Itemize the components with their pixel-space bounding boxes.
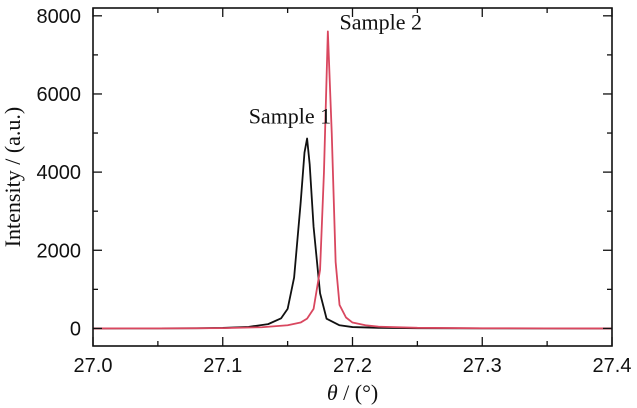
y-tick-label: 2000 — [37, 240, 82, 262]
x-tick-label: 27.0 — [74, 355, 113, 377]
series-line-sample-1 — [93, 137, 612, 330]
annotation-sample-2: Sample 2 — [340, 9, 423, 34]
x-axis-title: θ / (°) — [327, 380, 378, 405]
labels-layer: 27.0 27.1 27.2 27.3 27.4 0 2000 4000 6000 8000 θ /… — [0, 6, 631, 405]
series-line-sample-2 — [93, 30, 612, 330]
series-layer — [93, 30, 612, 330]
x-axis-title-symbol: θ — [327, 380, 338, 405]
y-tick-label: 8000 — [37, 6, 82, 28]
y-tick-label: 6000 — [37, 84, 82, 106]
y-tick-label: 4000 — [37, 162, 82, 184]
x-axis-title-unit: / (°) — [338, 380, 379, 405]
x-tick-label: 27.4 — [593, 355, 632, 377]
y-axis-title: Intensity / (a.u.) — [0, 107, 25, 248]
x-tick-label: 27.2 — [333, 355, 372, 377]
plot-frame — [92, 7, 613, 347]
y-tick-label: 0 — [70, 318, 81, 340]
annotation-sample-1: Sample 1 — [249, 103, 332, 128]
axes-layer — [92, 7, 613, 347]
x-tick-label: 27.3 — [463, 355, 502, 377]
x-tick-label: 27.1 — [203, 355, 242, 377]
